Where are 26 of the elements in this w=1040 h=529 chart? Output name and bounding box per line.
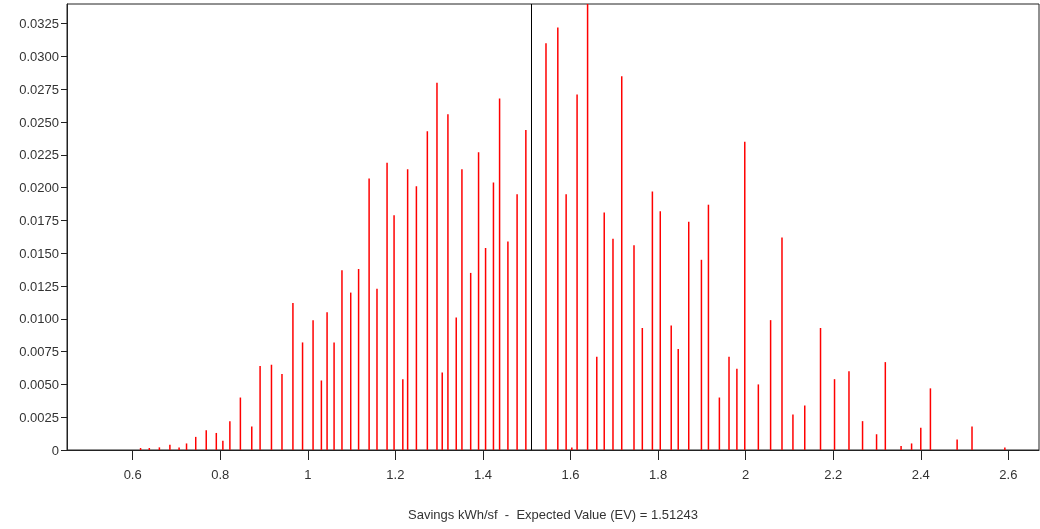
x-tick-label: 2.4 (911, 467, 930, 482)
y-tick-label: 0.0250 (19, 114, 59, 130)
x-tick-label: 1.2 (386, 467, 405, 482)
y-tick-label: 0.0300 (19, 48, 59, 64)
y-tick-label: 0.0325 (19, 16, 59, 32)
y-tick-label: 0.0125 (19, 278, 59, 294)
y-tick-label: 0.0150 (19, 245, 59, 261)
x-tick-label: 1.6 (561, 467, 580, 482)
y-tick-label: 0.0225 (19, 147, 59, 163)
y-tick-label: 0.0175 (19, 212, 59, 228)
x-tick-label: 1.4 (473, 467, 492, 482)
y-tick-label: 0.0275 (19, 81, 59, 97)
y-tick-label: 0 (51, 442, 59, 458)
y-tick-label: 0.0050 (19, 376, 59, 392)
x-tick-label: 1 (304, 467, 312, 482)
y-tick-label: 0.0025 (19, 409, 59, 425)
x-tick-label: 2.2 (824, 467, 843, 482)
x-tick-label: 0.6 (123, 467, 142, 482)
x-tick-label: 1.8 (649, 467, 668, 482)
y-tick-label: 0.0200 (19, 180, 59, 196)
x-tick-label: 2.6 (999, 467, 1018, 482)
y-tick-label: 0.0075 (19, 344, 59, 360)
x-axis-title: Savings kWh/sf - Expected Value (EV) = 1.51243 (408, 507, 698, 522)
x-tick-label: 0.8 (211, 467, 230, 482)
y-tick-label: 0.0100 (19, 311, 59, 327)
x-tick-label: 2 (742, 467, 750, 482)
